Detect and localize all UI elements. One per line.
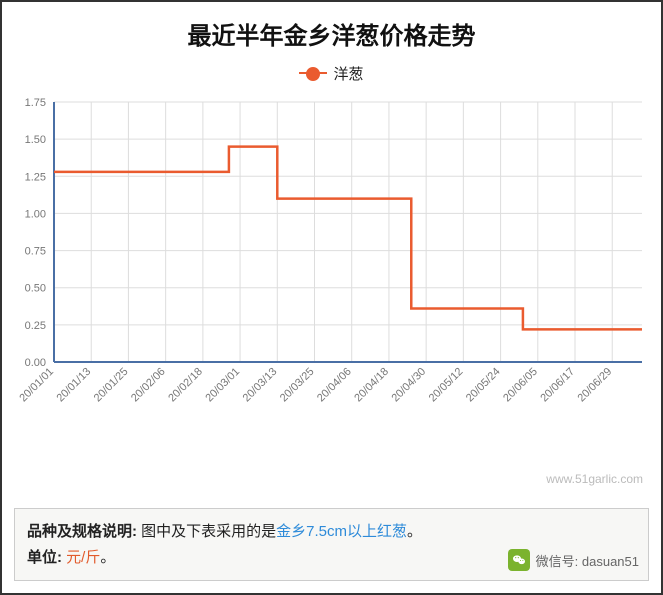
svg-text:1.00: 1.00 (25, 208, 46, 220)
legend-swatch (299, 72, 327, 74)
svg-text:20/01/01: 20/01/01 (17, 365, 56, 404)
note-unit-after: 。 (100, 549, 115, 566)
chart-plot: 0.00 0.25 0.50 0.75 1.00 1.25 1.50 1.75 20/01/01… (2, 92, 661, 452)
svg-text:20/06/29: 20/06/29 (576, 365, 615, 404)
svg-text:20/03/01: 20/03/01 (203, 365, 242, 404)
note-unit-label: 单位: (27, 549, 62, 566)
chart-title: 最近半年金乡洋葱价格走势 (2, 2, 661, 57)
note-line-spec: 品种及规格说明: 图中及下表采用的是金乡7.5cm以上红葱。 (27, 519, 636, 545)
note-spec-after: 。 (407, 523, 422, 540)
note-spec-link[interactable]: 金乡7.5cm以上红葱 (276, 523, 407, 540)
wechat-label: 微信号: (536, 554, 582, 569)
svg-text:20/04/06: 20/04/06 (315, 365, 354, 404)
svg-text:1.50: 1.50 (25, 134, 46, 146)
wechat-id: dasuan51 (582, 554, 639, 569)
svg-text:20/01/13: 20/01/13 (55, 365, 94, 404)
svg-text:1.75: 1.75 (25, 97, 46, 109)
svg-text:0.50: 0.50 (25, 282, 46, 294)
svg-text:20/03/13: 20/03/13 (241, 365, 280, 404)
svg-text:20/01/25: 20/01/25 (92, 365, 131, 404)
svg-text:20/03/25: 20/03/25 (278, 365, 317, 404)
svg-text:20/04/18: 20/04/18 (352, 365, 391, 404)
wechat-badge: 微信号: dasuan51 (508, 549, 639, 571)
svg-text:1.25: 1.25 (25, 171, 46, 183)
svg-text:0.25: 0.25 (25, 319, 46, 331)
svg-text:20/02/06: 20/02/06 (129, 365, 168, 404)
svg-text:20/02/18: 20/02/18 (166, 365, 205, 404)
svg-text:20/05/12: 20/05/12 (427, 365, 466, 404)
wechat-icon (508, 549, 530, 571)
wechat-text: 微信号: dasuan51 (536, 551, 639, 570)
chart-svg: 0.00 0.25 0.50 0.75 1.00 1.25 1.50 1.75 20/01/01… (2, 92, 661, 452)
legend-label: 洋葱 (333, 63, 363, 84)
svg-text:0.00: 0.00 (25, 357, 46, 369)
note-spec-before: 图中及下表采用的是 (137, 523, 276, 540)
legend-item: 洋葱 (299, 63, 363, 84)
svg-text:20/06/05: 20/06/05 (501, 365, 540, 404)
note-spec-label: 品种及规格说明: (27, 523, 137, 540)
svg-text:20/06/17: 20/06/17 (538, 365, 577, 404)
screenshot-frame: 最近半年金乡洋葱价格走势 洋葱 0.00 0.25 0.50 0.75 1.00 1.25… (0, 0, 663, 595)
svg-text:20/04/30: 20/04/30 (390, 365, 429, 404)
watermark: www.51garlic.com (546, 472, 643, 486)
chart-legend: 洋葱 (2, 57, 661, 92)
note-unit-value: 元/斤 (62, 549, 100, 566)
svg-text:0.75: 0.75 (25, 245, 46, 257)
svg-text:20/05/24: 20/05/24 (464, 365, 503, 404)
